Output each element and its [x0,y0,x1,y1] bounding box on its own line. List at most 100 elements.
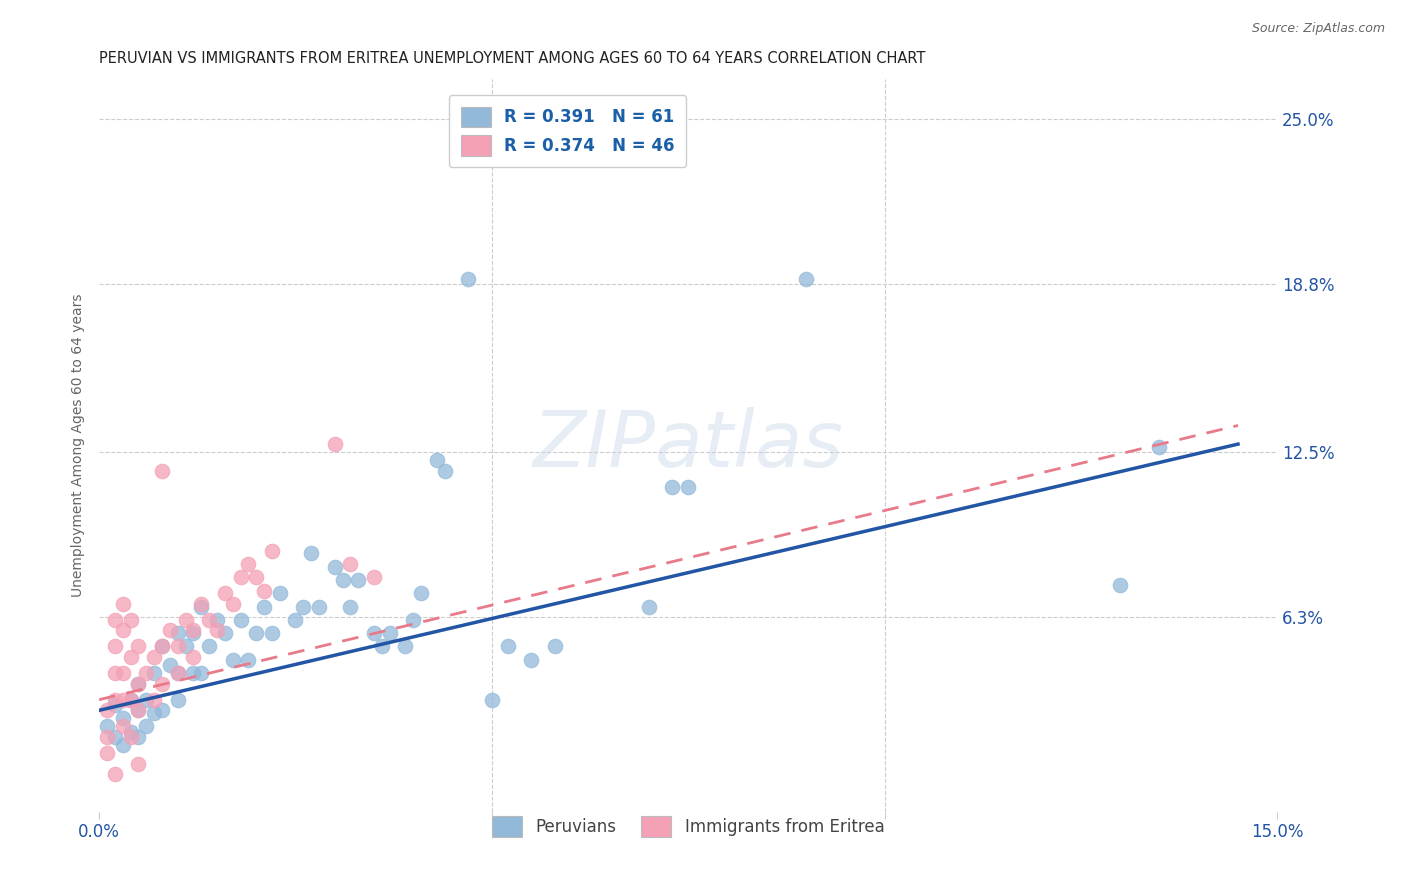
Point [221,653,243,667]
Point [96,746,118,760]
Point [794,272,817,286]
Point [238,653,260,667]
Point [190,666,212,681]
Point [111,738,134,752]
Point [120,613,142,627]
Point [1149,440,1171,454]
Point [214,586,236,600]
Point [323,559,346,574]
Point [363,570,385,584]
Point [253,583,276,598]
Point [284,613,307,627]
Point [143,692,166,706]
Point [120,692,142,706]
Point [166,626,188,640]
Point [166,692,188,706]
Point [481,692,503,706]
Point [166,666,188,681]
Point [676,480,699,494]
Point [143,706,166,720]
Point [426,453,449,467]
Point [96,719,118,733]
Point [183,650,205,665]
Point [120,650,142,665]
Point [150,703,173,717]
Point [120,692,142,706]
Point [135,719,157,733]
Point [198,640,221,654]
Point [127,703,149,717]
Point [347,573,370,587]
Point [104,640,127,654]
Point [229,570,252,584]
Point [190,599,212,614]
Point [198,613,221,627]
Point [332,573,354,587]
Point [150,640,173,654]
Point [143,666,166,681]
Point [127,756,149,771]
Point [183,624,205,638]
Point [402,613,425,627]
Point [104,698,127,712]
Point [520,653,543,667]
Point [253,599,276,614]
Point [159,658,181,673]
Point [111,597,134,611]
Point [339,557,361,571]
Point [143,650,166,665]
Point [433,464,456,478]
Point [111,719,134,733]
Point [135,666,157,681]
Y-axis label: Unemployment Among Ages 60 to 64 years: Unemployment Among Ages 60 to 64 years [72,293,86,597]
Point [308,599,330,614]
Point [221,597,243,611]
Point [111,624,134,638]
Point [457,272,479,286]
Point [245,570,267,584]
Point [150,676,173,690]
Point [127,703,149,717]
Point [183,666,205,681]
Point [104,692,127,706]
Point [150,464,173,478]
Point [1109,578,1132,592]
Point [205,624,228,638]
Point [190,597,212,611]
Point [238,557,260,571]
Point [127,676,149,690]
Point [104,730,127,744]
Point [214,626,236,640]
Text: ZIPatlas: ZIPatlas [533,408,844,483]
Point [166,666,188,681]
Point [159,624,181,638]
Point [174,613,197,627]
Point [299,546,322,560]
Point [269,586,291,600]
Point [292,599,315,614]
Text: Source: ZipAtlas.com: Source: ZipAtlas.com [1251,22,1385,36]
Point [127,730,149,744]
Text: PERUVIAN VS IMMIGRANTS FROM ERITREA UNEMPLOYMENT AMONG AGES 60 TO 64 YEARS CORRE: PERUVIAN VS IMMIGRANTS FROM ERITREA UNEM… [100,51,925,66]
Point [111,692,134,706]
Point [260,543,283,558]
Legend: Peruvians, Immigrants from Eritrea: Peruvians, Immigrants from Eritrea [485,810,891,844]
Point [104,767,127,781]
Point [135,692,157,706]
Point [371,640,394,654]
Point [104,613,127,627]
Point [323,437,346,451]
Point [544,640,567,654]
Point [260,626,283,640]
Point [150,640,173,654]
Point [96,730,118,744]
Point [120,724,142,739]
Point [245,626,267,640]
Point [339,599,361,614]
Point [120,730,142,744]
Point [174,640,197,654]
Point [127,640,149,654]
Point [229,613,252,627]
Point [411,586,433,600]
Point [363,626,385,640]
